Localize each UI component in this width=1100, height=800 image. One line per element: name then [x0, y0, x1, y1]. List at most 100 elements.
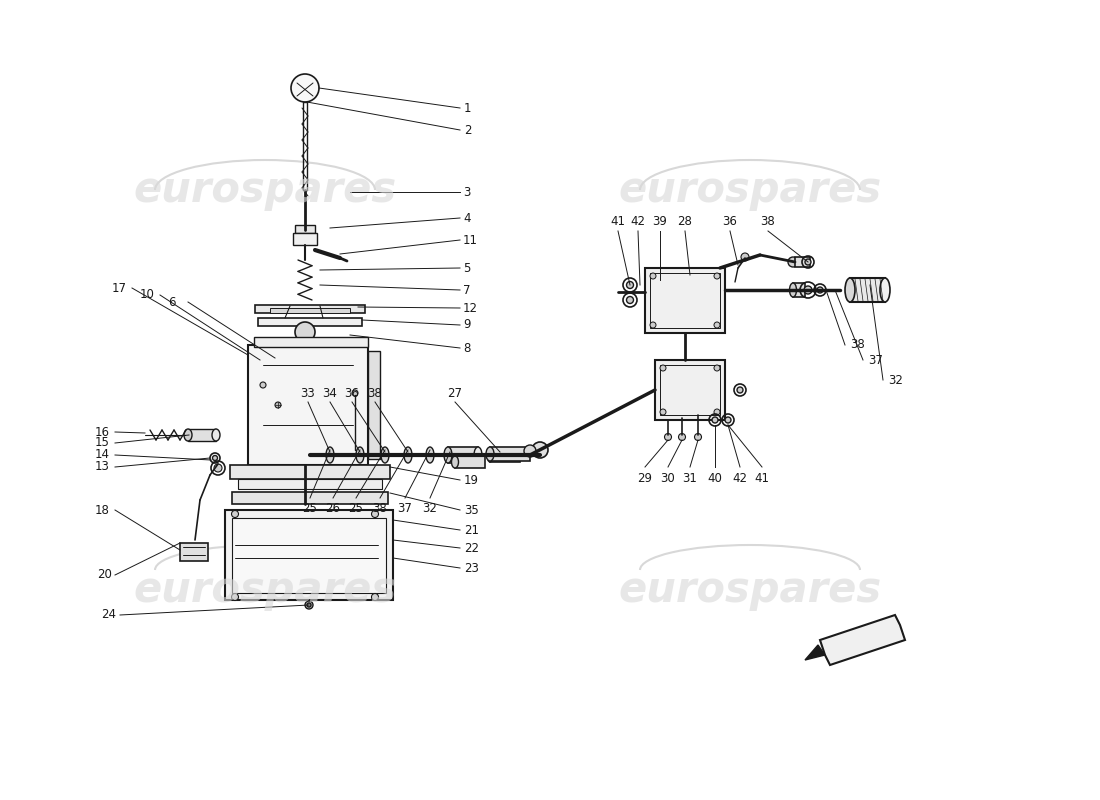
Ellipse shape [356, 447, 364, 463]
Ellipse shape [404, 447, 412, 463]
Circle shape [714, 273, 720, 279]
Circle shape [679, 434, 685, 441]
Ellipse shape [326, 447, 334, 463]
Bar [850, 278, 886, 302]
Circle shape [231, 594, 239, 601]
Text: 35: 35 [464, 503, 478, 517]
Text: 40: 40 [707, 472, 723, 485]
Bar [293, 233, 317, 245]
Ellipse shape [426, 447, 434, 463]
Text: 16: 16 [95, 426, 110, 438]
Circle shape [694, 434, 702, 441]
Circle shape [725, 417, 732, 423]
Text: 42: 42 [733, 472, 748, 485]
Ellipse shape [486, 447, 494, 461]
Bar [295, 225, 315, 233]
Ellipse shape [790, 283, 796, 297]
Circle shape [714, 409, 720, 415]
Bar [795, 257, 810, 267]
Circle shape [660, 365, 666, 371]
Text: 8: 8 [463, 342, 471, 354]
Circle shape [275, 402, 280, 408]
Bar [226, 510, 393, 600]
Bar [793, 283, 805, 297]
Text: 34: 34 [322, 387, 338, 400]
Circle shape [532, 442, 548, 458]
Circle shape [660, 409, 666, 415]
Text: 27: 27 [448, 387, 462, 400]
Text: 42: 42 [630, 215, 646, 228]
Circle shape [305, 601, 314, 609]
Text: 5: 5 [463, 262, 471, 274]
Circle shape [372, 594, 378, 601]
Circle shape [712, 417, 718, 423]
Circle shape [212, 455, 218, 461]
Text: 15: 15 [95, 437, 110, 450]
Text: 38: 38 [367, 387, 383, 400]
Bar [180, 543, 208, 561]
Text: 3: 3 [463, 186, 471, 198]
Text: 32: 32 [422, 502, 438, 515]
Ellipse shape [487, 448, 493, 462]
Bar [232, 518, 386, 593]
Ellipse shape [474, 447, 482, 463]
Text: 36: 36 [344, 387, 360, 400]
Circle shape [292, 74, 319, 102]
Text: 18: 18 [95, 503, 110, 517]
Circle shape [214, 464, 222, 472]
Bar [230, 465, 390, 479]
Bar [654, 360, 725, 420]
Ellipse shape [381, 447, 389, 463]
Circle shape [714, 365, 720, 371]
Circle shape [650, 273, 656, 279]
Circle shape [788, 257, 798, 267]
Circle shape [260, 382, 266, 388]
Bar [490, 448, 520, 462]
Bar [232, 492, 388, 504]
Text: 30: 30 [661, 472, 675, 485]
Text: 23: 23 [464, 562, 478, 574]
Circle shape [805, 259, 811, 265]
Text: 25: 25 [302, 502, 318, 515]
Text: 37: 37 [868, 354, 883, 366]
Text: 26: 26 [326, 502, 341, 515]
Bar [650, 273, 721, 328]
Text: 6: 6 [168, 295, 176, 309]
Bar [238, 479, 382, 489]
Bar [254, 337, 368, 347]
Bar [368, 351, 379, 459]
Polygon shape [820, 615, 905, 665]
Bar [255, 305, 365, 313]
Text: 38: 38 [373, 502, 387, 515]
Circle shape [804, 286, 812, 294]
Text: 41: 41 [755, 472, 770, 485]
Text: 41: 41 [610, 215, 626, 228]
Text: 4: 4 [463, 211, 471, 225]
Bar [645, 268, 725, 333]
Text: 21: 21 [464, 523, 478, 537]
Circle shape [627, 282, 634, 289]
Ellipse shape [451, 456, 459, 468]
Bar [660, 365, 720, 415]
Circle shape [817, 287, 823, 293]
Text: 39: 39 [652, 215, 668, 228]
Text: 25: 25 [349, 502, 363, 515]
Text: 19: 19 [464, 474, 478, 486]
Text: 1: 1 [464, 102, 472, 114]
Bar [455, 456, 485, 468]
Text: 2: 2 [464, 123, 472, 137]
Circle shape [737, 387, 742, 393]
Text: 7: 7 [463, 283, 471, 297]
Text: 38: 38 [850, 338, 865, 351]
Ellipse shape [212, 429, 220, 441]
Text: 33: 33 [300, 387, 316, 400]
Text: 28: 28 [678, 215, 692, 228]
Text: eurospares: eurospares [133, 569, 397, 611]
Text: 29: 29 [638, 472, 652, 485]
Text: eurospares: eurospares [618, 569, 881, 611]
Text: 20: 20 [97, 569, 112, 582]
Circle shape [352, 390, 358, 396]
Text: 14: 14 [95, 449, 110, 462]
Text: 38: 38 [760, 215, 775, 228]
Bar [448, 447, 478, 463]
